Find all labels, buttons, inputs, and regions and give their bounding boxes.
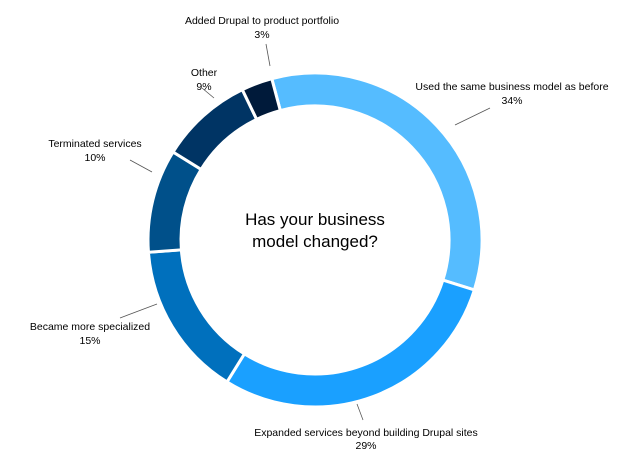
slice-label-6: Added Drupal to product portfolio [185, 15, 339, 27]
chart-leader-lines [119, 43, 491, 421]
slice-label-3: Became more specialized [30, 321, 150, 333]
leader-line-1 [454, 107, 491, 126]
chart-slices [146, 71, 484, 409]
slice-label-4: Terminated services [48, 138, 141, 150]
slice-5 [171, 87, 259, 172]
leader-line-3 [119, 303, 158, 319]
slice-label-2: Expanded services beyond building Drupal… [254, 427, 478, 439]
slice-1 [269, 71, 484, 292]
slice-4 [146, 149, 204, 254]
slice-label-1: Used the same business model as before [415, 81, 608, 93]
slice-value-label-1: 34% [501, 95, 522, 107]
slice-value-label-6: 3% [254, 29, 269, 41]
leader-line-2 [356, 403, 364, 421]
slice-value-label-5: 9% [196, 81, 211, 93]
slice-3 [146, 248, 247, 384]
slice-6 [240, 76, 283, 122]
slice-label-5: Other [191, 67, 218, 79]
chart-title: Has your business model changed? [245, 210, 385, 251]
leader-line-6 [265, 43, 271, 67]
leader-line-4 [129, 159, 153, 173]
leader-line-5 [201, 87, 215, 99]
chart-title-line-2: model changed? [252, 232, 378, 251]
slice-value-label-3: 15% [79, 335, 100, 347]
slice-2 [224, 278, 477, 409]
chart-labels: Used the same business model as before 34… [30, 15, 609, 452]
chart-title-line-1: Has your business [245, 210, 385, 229]
slice-value-label-2: 29% [355, 440, 376, 452]
slice-value-label-4: 10% [84, 152, 105, 164]
